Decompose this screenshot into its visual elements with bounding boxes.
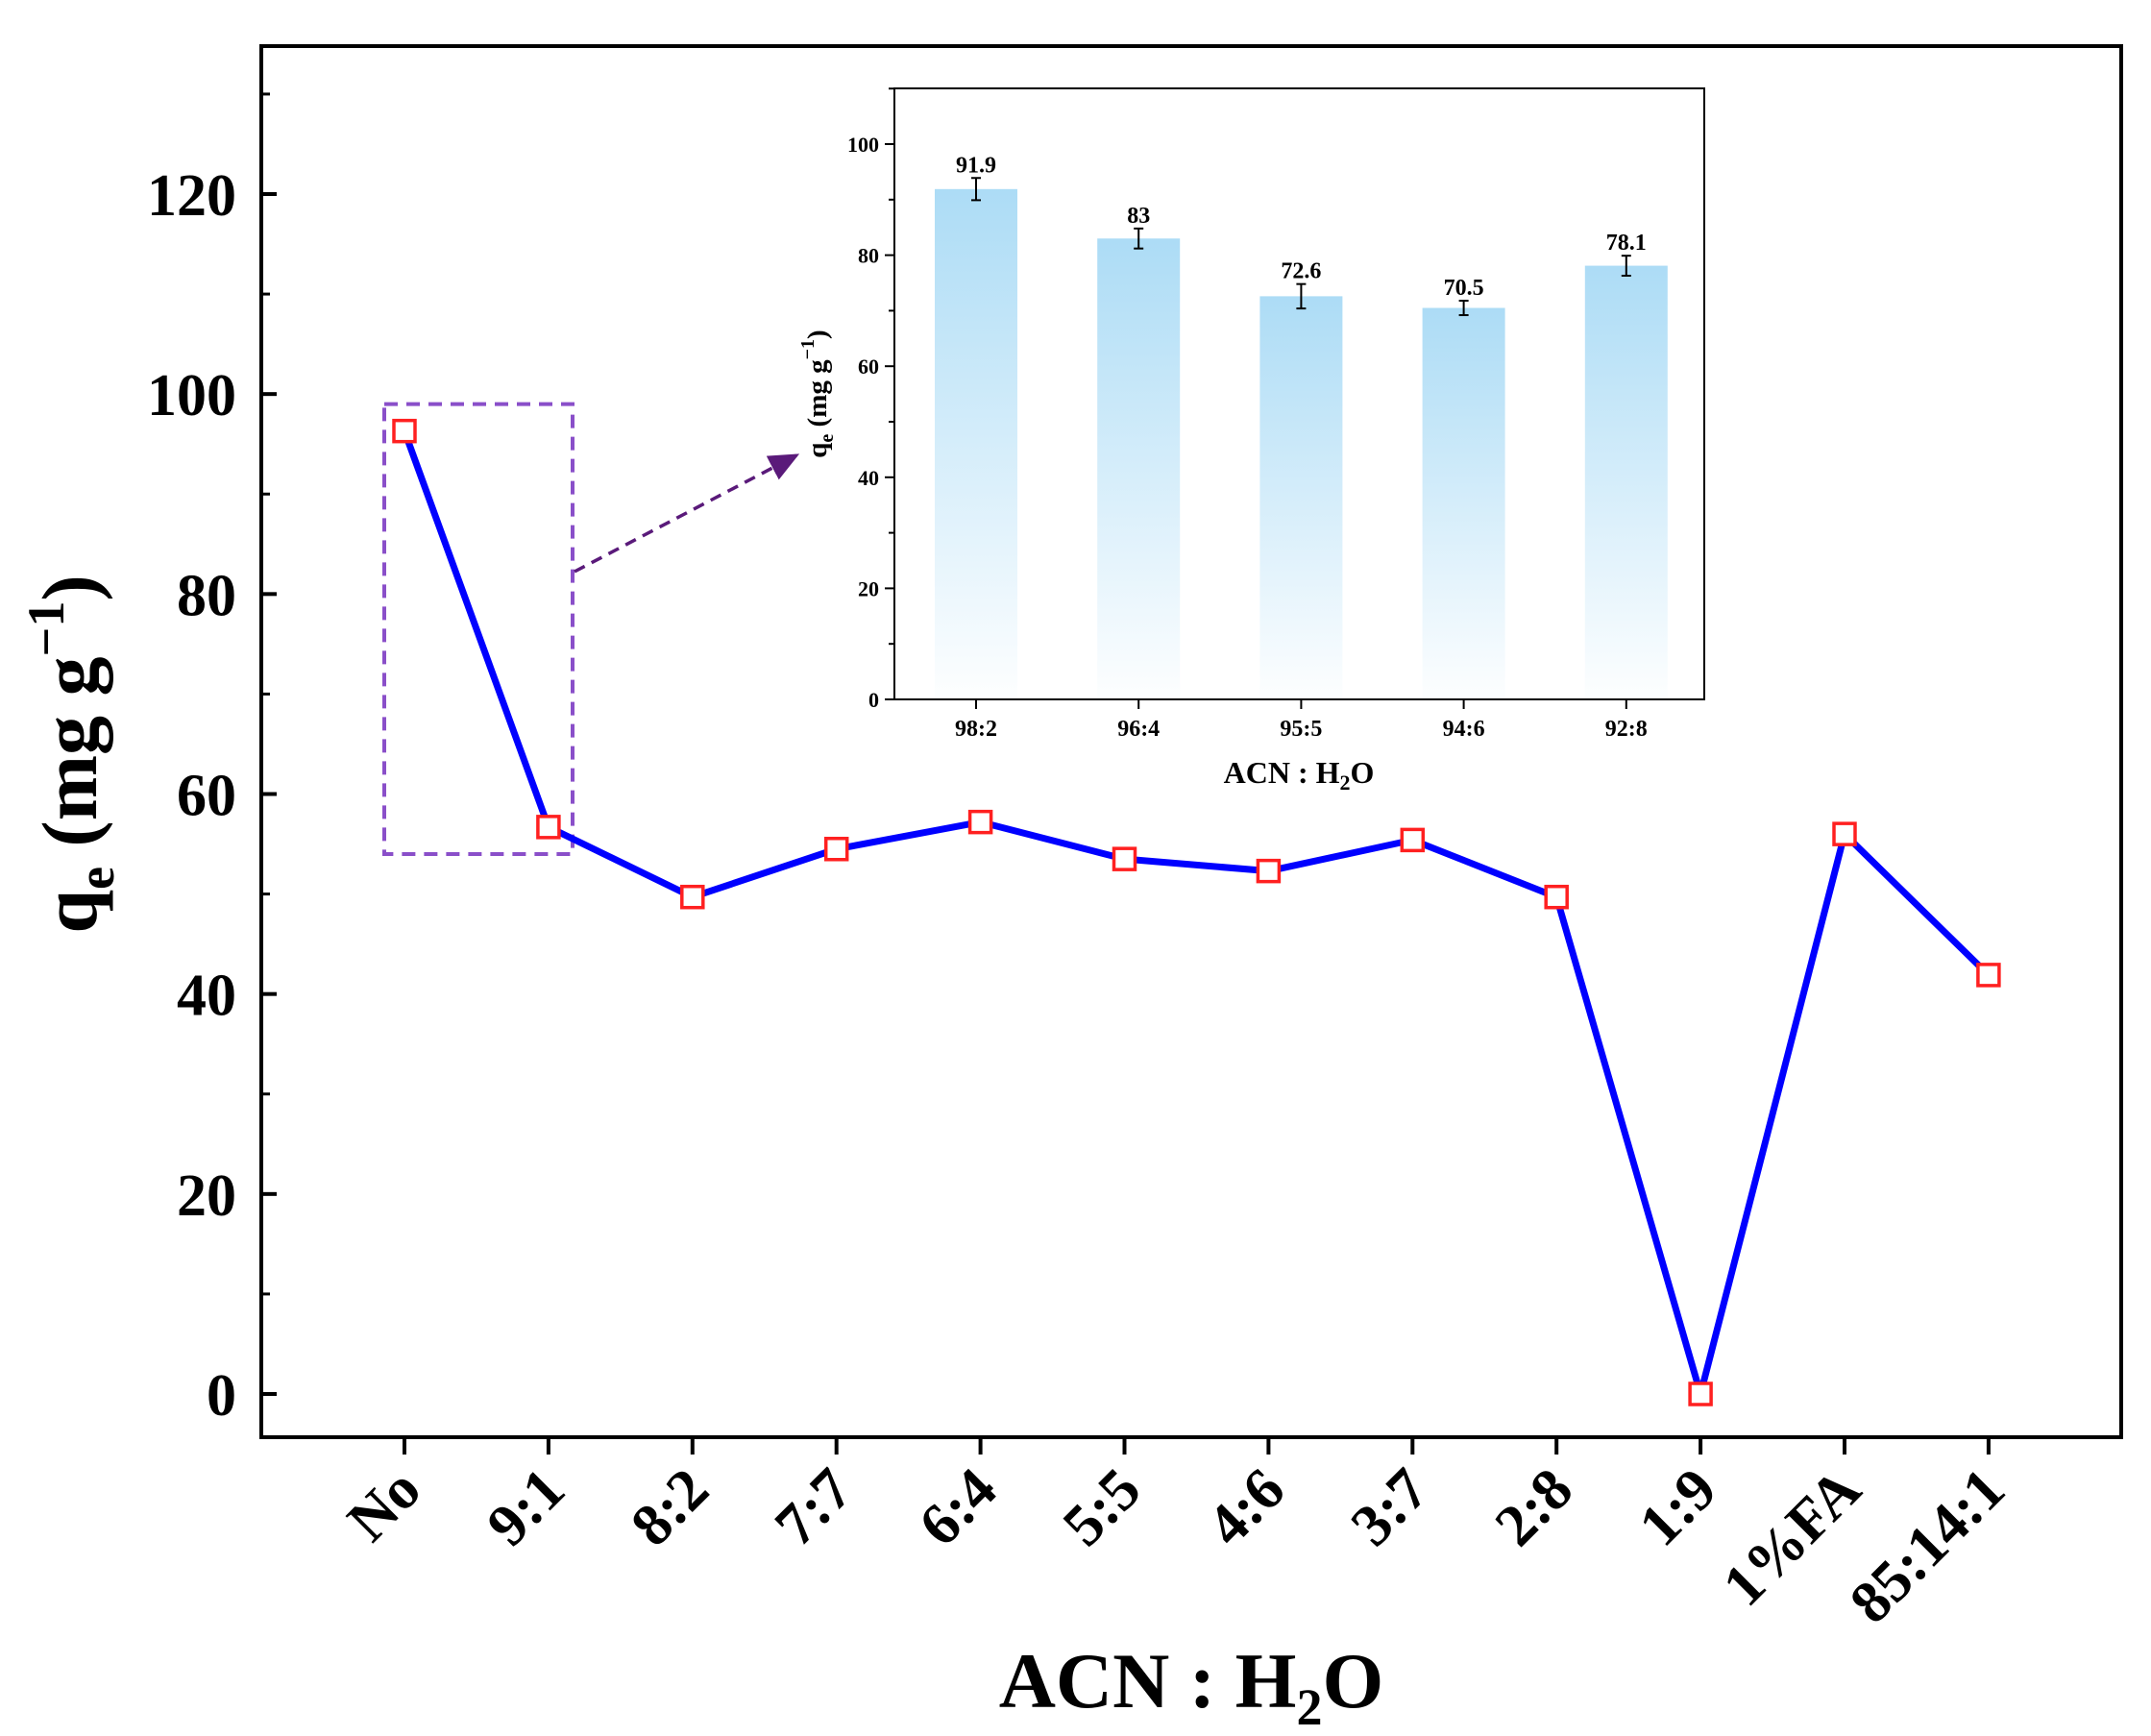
inset-y-tick-label: 20 — [858, 576, 879, 600]
inset-bar — [1584, 265, 1668, 699]
main-plot-frame — [259, 44, 2123, 1439]
data-point-marker — [1976, 963, 2001, 988]
main-x-tick-label: 7:7 — [763, 1456, 866, 1559]
inset-data-label: 78.1 — [1606, 231, 1647, 256]
inset-bar — [1422, 307, 1505, 699]
main-x-tick-label: 9:1 — [475, 1456, 577, 1559]
inset-y-axis: 0 20 40 60 80 100 — [847, 87, 894, 712]
main-y-tick-label: 20 — [177, 1163, 236, 1229]
inset-bars: 91.9 83 72.6 70.5 78.1 — [935, 153, 1668, 699]
main-x-tick-label: 4:6 — [1195, 1456, 1298, 1559]
series-line — [401, 429, 1992, 1398]
main-y-tick-label: 60 — [177, 764, 236, 829]
inset-x-tick-label: 96:4 — [1117, 717, 1160, 742]
zoom-highlight-box — [382, 402, 574, 856]
inset-y-tick-label: 0 — [868, 688, 879, 712]
data-point-marker — [1688, 1381, 1713, 1406]
inset-x-axis-title: ACN : H2O — [1224, 755, 1375, 795]
data-point-marker — [1400, 827, 1426, 853]
inset-y-tick-label: 100 — [847, 133, 879, 157]
inset-data-label: 72.6 — [1281, 259, 1321, 284]
data-point-marker — [1256, 858, 1282, 884]
inset-y-tick-label: 40 — [858, 466, 879, 490]
main-x-tick-label: 1:9 — [1626, 1456, 1729, 1559]
data-point-marker — [392, 418, 417, 444]
data-point-marker — [1112, 846, 1137, 871]
inset-x-tick-label: 94:6 — [1443, 717, 1485, 742]
inset-data-label: 91.9 — [956, 153, 996, 178]
zoom-highlight — [382, 402, 800, 856]
main-y-tick-label: 0 — [207, 1363, 236, 1429]
main-y-tick-label: 40 — [177, 964, 236, 1029]
inset-bar — [1097, 238, 1181, 699]
inset-y-axis-title: qe (mg g−1) — [797, 330, 838, 457]
inset-bar — [1259, 296, 1343, 699]
data-point-marker — [823, 836, 849, 862]
main-x-tick-label: 5:5 — [1051, 1456, 1154, 1559]
data-point-marker — [1544, 884, 1569, 910]
main-series — [392, 418, 2001, 1406]
inset-x-tick-label: 95:5 — [1280, 717, 1322, 742]
main-y-axis-title: qe (mg g−1) — [17, 575, 125, 933]
inset-x-tick-label: 92:8 — [1605, 717, 1648, 742]
main-x-tick-label: 3:7 — [1339, 1456, 1442, 1559]
main-x-tick-label: 6:4 — [907, 1456, 1010, 1559]
inset-data-label: 70.5 — [1444, 276, 1484, 301]
zoom-arrow — [574, 453, 800, 574]
inset-plot-frame — [893, 87, 1705, 700]
main-y-tick-label: 80 — [177, 563, 236, 628]
main-y-tick-label: 120 — [147, 163, 236, 229]
inset-bar-chart: 91.9 83 72.6 70.5 78.1 0 20 40 60 80 100 98:2 96:4… — [797, 87, 1705, 795]
data-point-marker — [1832, 821, 1857, 846]
main-x-tick-label: 8:2 — [619, 1456, 721, 1559]
main-y-tick-label: 100 — [147, 363, 236, 428]
main-x-tick-label: 2:8 — [1483, 1456, 1586, 1559]
main-y-axis: 0 20 40 60 80 100 120 — [147, 92, 277, 1429]
inset-y-tick-label: 80 — [858, 244, 879, 268]
inset-data-label: 83 — [1127, 204, 1150, 229]
inset-x-tick-label: 98:2 — [955, 717, 997, 742]
inset-bar — [935, 188, 1017, 699]
data-point-marker — [967, 809, 993, 835]
data-point-marker — [680, 884, 705, 910]
inset-x-axis: 98:2 96:4 95:5 94:6 92:8 — [955, 699, 1648, 742]
data-point-marker — [536, 815, 561, 840]
main-x-axis-title: ACN : H2O — [999, 1637, 1384, 1736]
main-x-tick-label: 85:14:1 — [1838, 1456, 2017, 1636]
inset-y-tick-label: 60 — [858, 355, 879, 379]
main-x-tick-label: No — [335, 1456, 433, 1554]
